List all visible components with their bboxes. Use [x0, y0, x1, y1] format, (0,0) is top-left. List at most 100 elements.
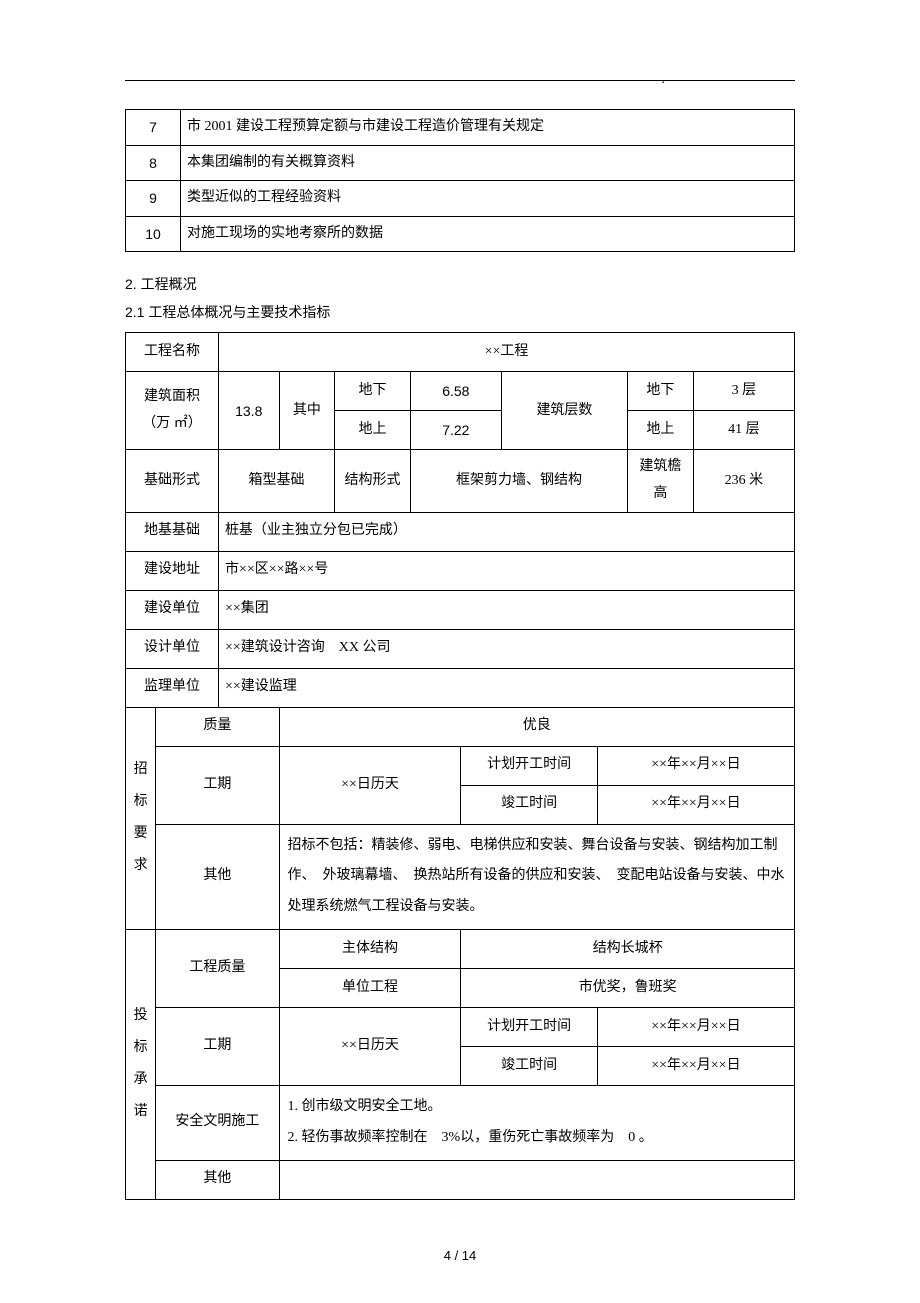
bid-l4: 诺: [134, 1104, 148, 1119]
bid-l1: 投: [134, 1008, 148, 1023]
row-text: 类型近似的工程经验资料: [181, 181, 795, 217]
table-row: 10 对施工现场的实地考察所的数据: [126, 216, 795, 252]
section-2-heading: 2. 工程概况: [125, 274, 795, 294]
floor-under-label: 地下: [628, 372, 694, 411]
project-name-label: 工程名称: [126, 333, 219, 372]
owner-value: ××集团: [218, 590, 794, 629]
table-row: 安全文明施工 1. 创市级文明安全工地。 2. 轻伤事故频率控制在 3%以，重伤…: [126, 1085, 795, 1160]
header-dot: .: [662, 72, 666, 88]
aboveground-label: 地上: [335, 411, 411, 450]
bid-plan-start-value: ××年××月××日: [597, 1007, 794, 1046]
quality-label: 质量: [156, 707, 279, 746]
tender-req-l3: 要: [134, 826, 148, 841]
area-aboveground-value: 7.22: [410, 411, 501, 450]
design-label: 设计单位: [126, 629, 219, 668]
struct-form-label: 结构形式: [335, 450, 411, 512]
table-row: 9 类型近似的工程经验资料: [126, 181, 795, 217]
bid-plan-start-label: 计划开工时间: [461, 1007, 597, 1046]
tender-req-l2: 标: [134, 794, 148, 809]
row-number: 8: [126, 145, 181, 181]
safety-label: 安全文明施工: [156, 1085, 279, 1160]
table-row: 其他 招标不包括：精装修、弱电、电梯供应和安装、舞台设备与安装、钢结构加工制作、…: [126, 824, 795, 929]
header-rule: [125, 80, 795, 81]
table-row: 7 市 2001 建设工程预算定额与市建设工程造价管理有关规定: [126, 110, 795, 146]
table-row: 投 标 承 诺 工程质量 主体结构 结构长城杯: [126, 929, 795, 968]
foundation-value: 箱型基础: [218, 450, 334, 512]
row-number: 7: [126, 110, 181, 146]
groundwork-label: 地基基础: [126, 512, 219, 551]
bid-l2: 标: [134, 1040, 148, 1055]
table-row: 建筑面积 （万 ㎡） 13.8 其中 地下 6.58 建筑层数 地下 3 层: [126, 372, 795, 411]
main-struct-label: 主体结构: [279, 929, 461, 968]
bid-commit-label: 投 标 承 诺: [126, 929, 156, 1199]
row-text: 对施工现场的实地考察所的数据: [181, 216, 795, 252]
duration-value: ××日历天: [279, 746, 461, 824]
table-row: 监理单位 ××建设监理: [126, 668, 795, 707]
bid-other-label: 其他: [156, 1160, 279, 1199]
table-row: 工期 ××日历天 计划开工时间 ××年××月××日: [126, 1007, 795, 1046]
table-row: 基础形式 箱型基础 结构形式 框架剪力墙、钢结构 建筑檐高 236 米: [126, 450, 795, 512]
table-row: 工程名称 ××工程: [126, 333, 795, 372]
area-value: 13.8: [218, 372, 279, 450]
safety-value: 1. 创市级文明安全工地。 2. 轻伤事故频率控制在 3%以，重伤死亡事故频率为…: [279, 1085, 794, 1160]
area-label-line2: （万 ㎡）: [142, 416, 202, 431]
eave-value: 236 米: [693, 450, 794, 512]
proj-quality-label: 工程质量: [156, 929, 279, 1007]
tender-req-l4: 求: [134, 858, 148, 873]
unit-proj-value: 市优奖，鲁班奖: [461, 968, 795, 1007]
eave-label: 建筑檐高: [628, 450, 694, 512]
other-value: 招标不包括：精装修、弱电、电梯供应和安装、舞台设备与安装、钢结构加工制作、 外玻…: [279, 824, 794, 929]
table-row: 8 本集团编制的有关概算资料: [126, 145, 795, 181]
underground-label: 地下: [335, 372, 411, 411]
address-value: 市××区××路××号: [218, 551, 794, 590]
tender-req-label: 招 标 要 求: [126, 707, 156, 929]
plan-start-value: ××年××月××日: [597, 746, 794, 785]
foundation-label: 基础形式: [126, 450, 219, 512]
overview-table: 工程名称 ××工程 建筑面积 （万 ㎡） 13.8 其中 地下 6.58 建筑层…: [125, 332, 795, 1199]
project-name-value: ××工程: [218, 333, 794, 372]
bid-duration-label: 工期: [156, 1007, 279, 1085]
table-row: 地基基础 桩基（业主独立分包已完成）: [126, 512, 795, 551]
row-text: 本集团编制的有关概算资料: [181, 145, 795, 181]
design-value: ××建筑设计咨询 XX 公司: [218, 629, 794, 668]
in-which-label: 其中: [279, 372, 335, 450]
floor-under-value: 3 层: [693, 372, 794, 411]
address-label: 建设地址: [126, 551, 219, 590]
plan-start-label: 计划开工时间: [461, 746, 597, 785]
safety-line1: 1. 创市级文明安全工地。: [288, 1099, 442, 1114]
bid-other-value: [279, 1160, 794, 1199]
bid-duration-value: ××日历天: [279, 1007, 461, 1085]
unit-proj-label: 单位工程: [279, 968, 461, 1007]
complete-label: 竣工时间: [461, 785, 597, 824]
safety-line2: 2. 轻伤事故频率控制在 3%以，重伤死亡事故频率为 0 。: [288, 1130, 653, 1145]
table-row: 招 标 要 求 质量 优良: [126, 707, 795, 746]
bid-l3: 承: [134, 1072, 148, 1087]
table-row: 建设地址 市××区××路××号: [126, 551, 795, 590]
struct-form-value: 框架剪力墙、钢结构: [410, 450, 627, 512]
duration-label: 工期: [156, 746, 279, 824]
supervision-value: ××建设监理: [218, 668, 794, 707]
floor-above-value: 41 层: [693, 411, 794, 450]
bid-complete-value: ××年××月××日: [597, 1046, 794, 1085]
area-underground-value: 6.58: [410, 372, 501, 411]
table-row: 工期 ××日历天 计划开工时间 ××年××月××日: [126, 746, 795, 785]
area-label: 建筑面积 （万 ㎡）: [126, 372, 219, 450]
row-text: 市 2001 建设工程预算定额与市建设工程造价管理有关规定: [181, 110, 795, 146]
area-label-line1: 建筑面积: [144, 389, 200, 404]
table-row: 建设单位 ××集团: [126, 590, 795, 629]
floors-label: 建筑层数: [501, 372, 627, 450]
section-2-1-heading: 2.1 工程总体概况与主要技术指标: [125, 302, 795, 322]
tender-req-l1: 招: [134, 762, 148, 777]
complete-value: ××年××月××日: [597, 785, 794, 824]
groundwork-value: 桩基（业主独立分包已完成）: [218, 512, 794, 551]
other-label: 其他: [156, 824, 279, 929]
table-row: 设计单位 ××建筑设计咨询 XX 公司: [126, 629, 795, 668]
bid-complete-label: 竣工时间: [461, 1046, 597, 1085]
supervision-label: 监理单位: [126, 668, 219, 707]
quality-value: 优良: [279, 707, 794, 746]
main-struct-value: 结构长城杯: [461, 929, 795, 968]
basis-table: 7 市 2001 建设工程预算定额与市建设工程造价管理有关规定 8 本集团编制的…: [125, 109, 795, 252]
row-number: 9: [126, 181, 181, 217]
owner-label: 建设单位: [126, 590, 219, 629]
table-row: 其他: [126, 1160, 795, 1199]
